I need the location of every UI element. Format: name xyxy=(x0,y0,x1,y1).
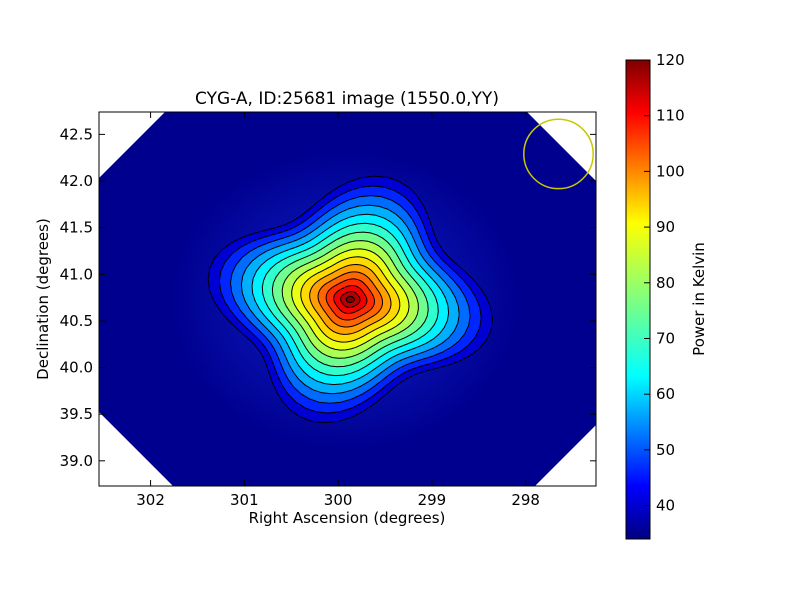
colorbar-tick-label: 40 xyxy=(656,497,675,515)
plot-frame xyxy=(98,111,597,487)
x-tick-label: 299 xyxy=(418,491,447,509)
colorbar-label: Power in Kelvin xyxy=(690,242,708,356)
contour-line xyxy=(240,204,460,395)
colorbar-tick-label: 70 xyxy=(656,329,675,347)
contour-line xyxy=(345,295,355,304)
colorbar-tick-label: 80 xyxy=(656,274,675,292)
chart-title: CYG-A, ID:25681 image (1550.0,YY) xyxy=(195,89,499,109)
y-tick-label: 42.5 xyxy=(60,125,93,143)
colorbar-tick-label: 100 xyxy=(656,162,685,180)
contour-line xyxy=(261,222,439,377)
plot-area: 302 301 300 299 298 39.0 39.5 40.0 40.5 41.0 41.5… xyxy=(60,111,597,509)
contour-line xyxy=(325,278,376,321)
y-axis: 39.0 39.5 40.0 40.5 41.0 41.5 42.0 42.5 xyxy=(60,125,596,470)
y-tick-label: 40.0 xyxy=(60,359,93,377)
contour-line xyxy=(291,248,410,351)
contour-line xyxy=(229,195,471,404)
x-axis: 302 301 300 299 298 xyxy=(136,112,540,509)
x-tick-label: 300 xyxy=(324,491,353,509)
y-tick-label: 39.0 xyxy=(60,452,93,470)
x-tick-label: 302 xyxy=(136,491,165,509)
y-axis-label: Declination (degrees) xyxy=(34,218,52,380)
colorbar-tick-label: 60 xyxy=(656,385,675,403)
contour-line xyxy=(317,271,383,328)
contour-line xyxy=(218,185,482,414)
contour-line xyxy=(281,240,419,359)
y-tick-label: 42.0 xyxy=(60,172,93,190)
source-heat-layer xyxy=(208,176,493,423)
colorbar-tick-label: 90 xyxy=(656,218,675,236)
contour-line xyxy=(271,231,429,368)
contour-line xyxy=(309,263,392,335)
y-tick-label: 41.5 xyxy=(60,219,93,237)
colorbar-tick-label: 50 xyxy=(656,441,675,459)
colorbar-tick-label: 110 xyxy=(656,107,685,125)
beam-circle xyxy=(523,118,594,190)
contour-line xyxy=(300,256,401,343)
contour-line xyxy=(251,213,450,386)
colorbar-tick-label: 120 xyxy=(656,51,685,69)
contour-lines xyxy=(207,175,494,424)
x-tick-label: 298 xyxy=(511,491,540,509)
contour-line xyxy=(207,175,494,424)
y-tick-label: 40.5 xyxy=(60,312,93,330)
heat-level xyxy=(346,296,355,303)
y-tick-label: 39.5 xyxy=(60,405,93,423)
x-axis-label: Right Ascension (degrees) xyxy=(249,509,446,527)
contour-line xyxy=(333,285,368,315)
contour-line xyxy=(340,291,361,308)
y-tick-label: 41.0 xyxy=(60,265,93,283)
colorbar-gradient xyxy=(625,59,651,540)
x-tick-label: 301 xyxy=(230,491,259,509)
colorbar: 40 50 60 70 80 90 100 110 120 Power in Kelvin xyxy=(625,51,708,540)
colorbar-ticks: 40 50 60 70 80 90 100 110 120 xyxy=(644,51,685,515)
